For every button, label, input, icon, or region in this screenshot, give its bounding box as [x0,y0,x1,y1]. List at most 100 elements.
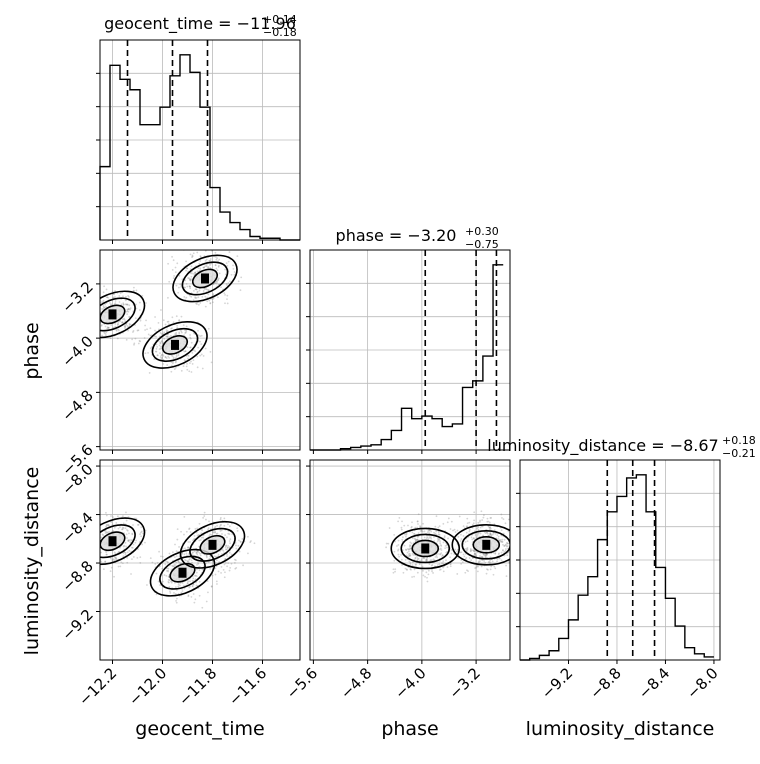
scatter-point [139,319,142,322]
scatter-point [436,537,439,540]
scatter-point [456,573,459,575]
scatter-point [119,526,121,529]
scatter-point [140,526,143,529]
scatter-point [191,552,194,554]
scatter-point [440,547,442,550]
title-luminosity-distance-plus: +0.18 [722,434,756,447]
scatter-point [476,527,479,530]
scatter-point [112,516,114,519]
scatter-point [118,301,121,303]
scatter-point [216,269,219,272]
scatter-point [119,320,122,322]
scatter-point [500,529,503,532]
scatter-point [129,307,132,310]
scatter-point [504,544,507,547]
scatter-point [124,299,127,302]
scatter-point [426,536,429,539]
scatter-point [190,559,193,562]
scatter-point [475,536,478,539]
scatter-point [209,302,212,304]
scatter-point [439,553,442,556]
scatter-point [449,556,452,559]
scatter-point [409,544,412,547]
scatter-point [500,540,502,543]
scatter-point [105,511,107,514]
scatter-point [464,558,467,561]
scatter-point [242,564,244,567]
scatter-point [410,525,413,528]
scatter-point [486,520,489,523]
scatter-point [224,273,227,276]
scatter-point [417,523,419,525]
scatter-point [221,533,223,535]
scatter-point [411,521,413,524]
scatter-point [102,534,105,537]
scatter-point [105,553,108,556]
scatter-point [98,546,100,548]
scatter-point [120,303,123,306]
scatter-point [122,304,125,306]
scatter-point [205,556,208,559]
scatter-point [506,542,509,545]
scatter-point [174,556,176,559]
scatter-point [200,353,203,356]
scatter-point [161,342,164,345]
scatter-point [476,533,479,535]
scatter-point [228,525,231,528]
scatter-point [427,529,430,532]
scatter-point [86,314,88,316]
scatter-point [413,532,415,535]
scatter-point [474,550,476,552]
scatter-point [506,542,509,545]
scatter-point [209,264,211,266]
scatter-point [168,585,171,588]
scatter-point [228,540,231,542]
scatter-point [133,342,136,345]
scatter-point [96,309,98,311]
scatter-point [198,522,201,525]
scatter-point [191,255,194,258]
title-geocent-time-minus: −0.18 [263,26,297,39]
scatter-point [180,315,183,318]
scatter-point [226,536,228,539]
scatter-point [442,541,445,544]
scatter-point [205,518,207,521]
scatter-point [106,532,108,534]
scatter-point [229,542,231,545]
scatter-point [127,307,130,310]
scatter-point [100,560,103,563]
scatter-point [89,537,91,539]
scatter-point [204,259,207,262]
scatter-point [117,565,120,568]
scatter-point [160,333,163,335]
scatter-point [247,552,249,555]
scatter-point [394,540,397,543]
scatter-point [392,571,395,574]
scatter-point [394,568,397,571]
scatter-point [189,268,192,271]
scatter-point [97,531,99,533]
scatter-point [125,533,128,536]
scatter-point [156,562,159,564]
scatter-point [169,590,171,593]
scatter-point [184,329,186,332]
scatter-point [125,519,128,522]
scatter-point [188,558,191,561]
ytick-label-luminosity-distance: −8.8 [58,557,96,595]
scatter-point [175,355,178,358]
scatter-point [512,537,514,539]
scatter-point [114,323,117,325]
scatter-point [207,289,210,292]
scatter-point [195,571,198,574]
scatter-point [430,537,433,540]
scatter-point [440,552,443,555]
scatter-point [202,291,205,294]
scatter-point [442,566,444,569]
scatter-point [184,332,187,334]
scatter-point [482,516,485,519]
scatter-point [86,508,88,510]
scatter-point [416,520,419,523]
scatter-point [88,321,90,323]
scatter-point [207,527,210,530]
scatter-point [203,266,205,269]
